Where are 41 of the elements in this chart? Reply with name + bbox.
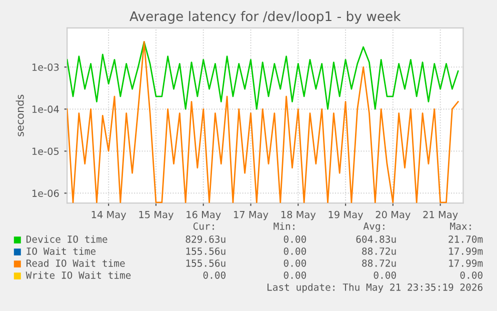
text: 604.83u [356,235,396,243]
text: Max: [450,222,471,230]
text: 829.63u [186,235,226,243]
y-tick-label: 1e-05 [32,148,59,155]
legend-label: Read IO Wait time [26,259,125,267]
text: 0.00 [284,259,306,267]
y-axis-title: seconds [16,94,24,136]
y-tick-label: 1e-04 [32,106,59,113]
text: 0.00 [460,271,482,279]
legend-label: Write IO Wait time [26,271,131,279]
chart-title: Average latency for /dev/loop1 - by week [130,11,401,24]
text: 155.56u [186,259,226,267]
x-tick-label: 14 May [92,211,126,220]
x-tick-label: 21 May [423,210,458,220]
line-series [67,41,459,204]
text: 0.00 [203,271,226,279]
x-tick-label: 20 May [376,210,410,220]
y-tick-label: 1e-06 [32,190,59,197]
legend-label: IO Wait time [26,247,96,255]
x-tick-label: 16 May [186,210,221,220]
text: 0.00 [284,271,306,279]
text: 155.56u [186,247,226,255]
y-tick-label: 1e-03 [32,64,59,71]
text: Min: [274,222,294,230]
x-tick-label: 19 May [328,210,364,220]
x-tick-label: 17 May [234,211,268,220]
text: 0.00 [284,247,306,255]
text: Last update: Thu May 21 23:35:19 2026 [268,283,482,293]
text: 21.70m [448,235,483,243]
text: 88.72u [362,247,396,255]
text: 17.99m [449,259,483,267]
text: 0.00 [374,271,396,279]
text: Avg: [363,222,384,232]
text: Cur: [193,222,214,230]
x-tick-label: 18 May [281,210,316,220]
line-series [67,41,459,110]
text: 88.72u [362,259,396,267]
x-tick-label: 15 May [139,211,174,220]
legend-label: Device IO time [26,235,108,243]
text: 0.00 [284,235,306,243]
text: 17.99m [449,247,483,255]
